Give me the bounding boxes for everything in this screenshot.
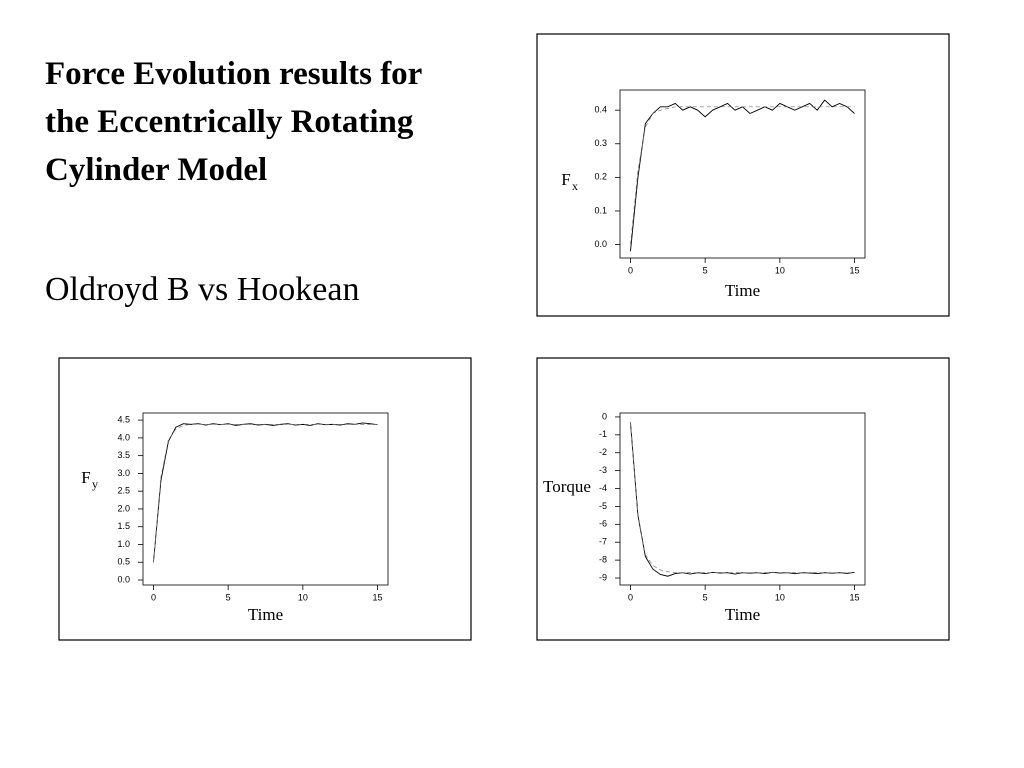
data-line [630,422,855,577]
x-axis-label: Time [248,605,283,624]
y-axis-label-subscript: y [92,477,98,491]
x-tick-label: 10 [298,592,308,602]
panel-frame [536,33,950,317]
y-tick-label: 0.3 [594,138,607,148]
x-tick-label: 0 [628,592,633,602]
y-tick-label: -2 [599,447,607,457]
y-axis-label: F [81,468,90,487]
y-tick-label: 0.5 [117,557,130,567]
x-tick-label: 15 [850,265,860,275]
x-axis-label: Time [725,281,760,300]
plot-frame [619,412,866,586]
y-tick-label: -1 [599,429,607,439]
x-axis-label: Time [725,605,760,624]
y-tick-label: 0.0 [594,239,607,249]
data-line [630,99,855,252]
slide-title: Force Evolution results for the Eccentri… [45,56,422,188]
y-tick-label: 1.5 [117,521,130,531]
y-tick-label: -6 [599,519,607,529]
y-axis-label: Torque [543,477,591,496]
x-tick-label: 15 [850,592,860,602]
x-tick-label: 0 [151,592,156,602]
y-tick-label: 0.4 [594,105,607,115]
y-axis-label: F [561,170,570,189]
y-tick-label: -4 [599,483,607,493]
y-tick-label: 4.5 [117,414,130,424]
panel-frame [58,357,472,641]
y-tick-label: -8 [599,554,607,564]
y-tick-label: 3.0 [117,468,130,478]
y-tick-label: 1.0 [117,539,130,549]
x-tick-label: 10 [775,592,785,602]
y-tick-label: 2.0 [117,503,130,513]
y-tick-label: 0 [602,411,607,421]
x-tick-label: 5 [703,265,708,275]
y-tick-label: 2.5 [117,486,130,496]
data-line [153,422,378,563]
x-tick-label: 5 [703,592,708,602]
y-tick-label: -5 [599,501,607,511]
data-line [630,106,855,245]
x-tick-label: 15 [373,592,383,602]
slide-subtitle: Oldroyd B vs Hookean [45,271,360,308]
panel-frame [536,357,950,641]
x-tick-label: 10 [775,265,785,275]
plot-frame [619,89,866,259]
y-tick-label: 3.5 [117,450,130,460]
y-tick-label: 0.1 [594,205,607,215]
plot-frame [142,412,389,586]
y-tick-label: -3 [599,465,607,475]
x-tick-label: 0 [628,265,633,275]
y-tick-label: -7 [599,537,607,547]
y-axis-label-subscript: x [572,179,578,193]
y-tick-label: 4.0 [117,432,130,442]
data-line [153,424,378,563]
y-tick-label: 0.0 [117,574,130,584]
data-line [630,422,855,573]
y-tick-label: -9 [599,572,607,582]
y-tick-label: 0.2 [594,172,607,182]
x-tick-label: 5 [226,592,231,602]
